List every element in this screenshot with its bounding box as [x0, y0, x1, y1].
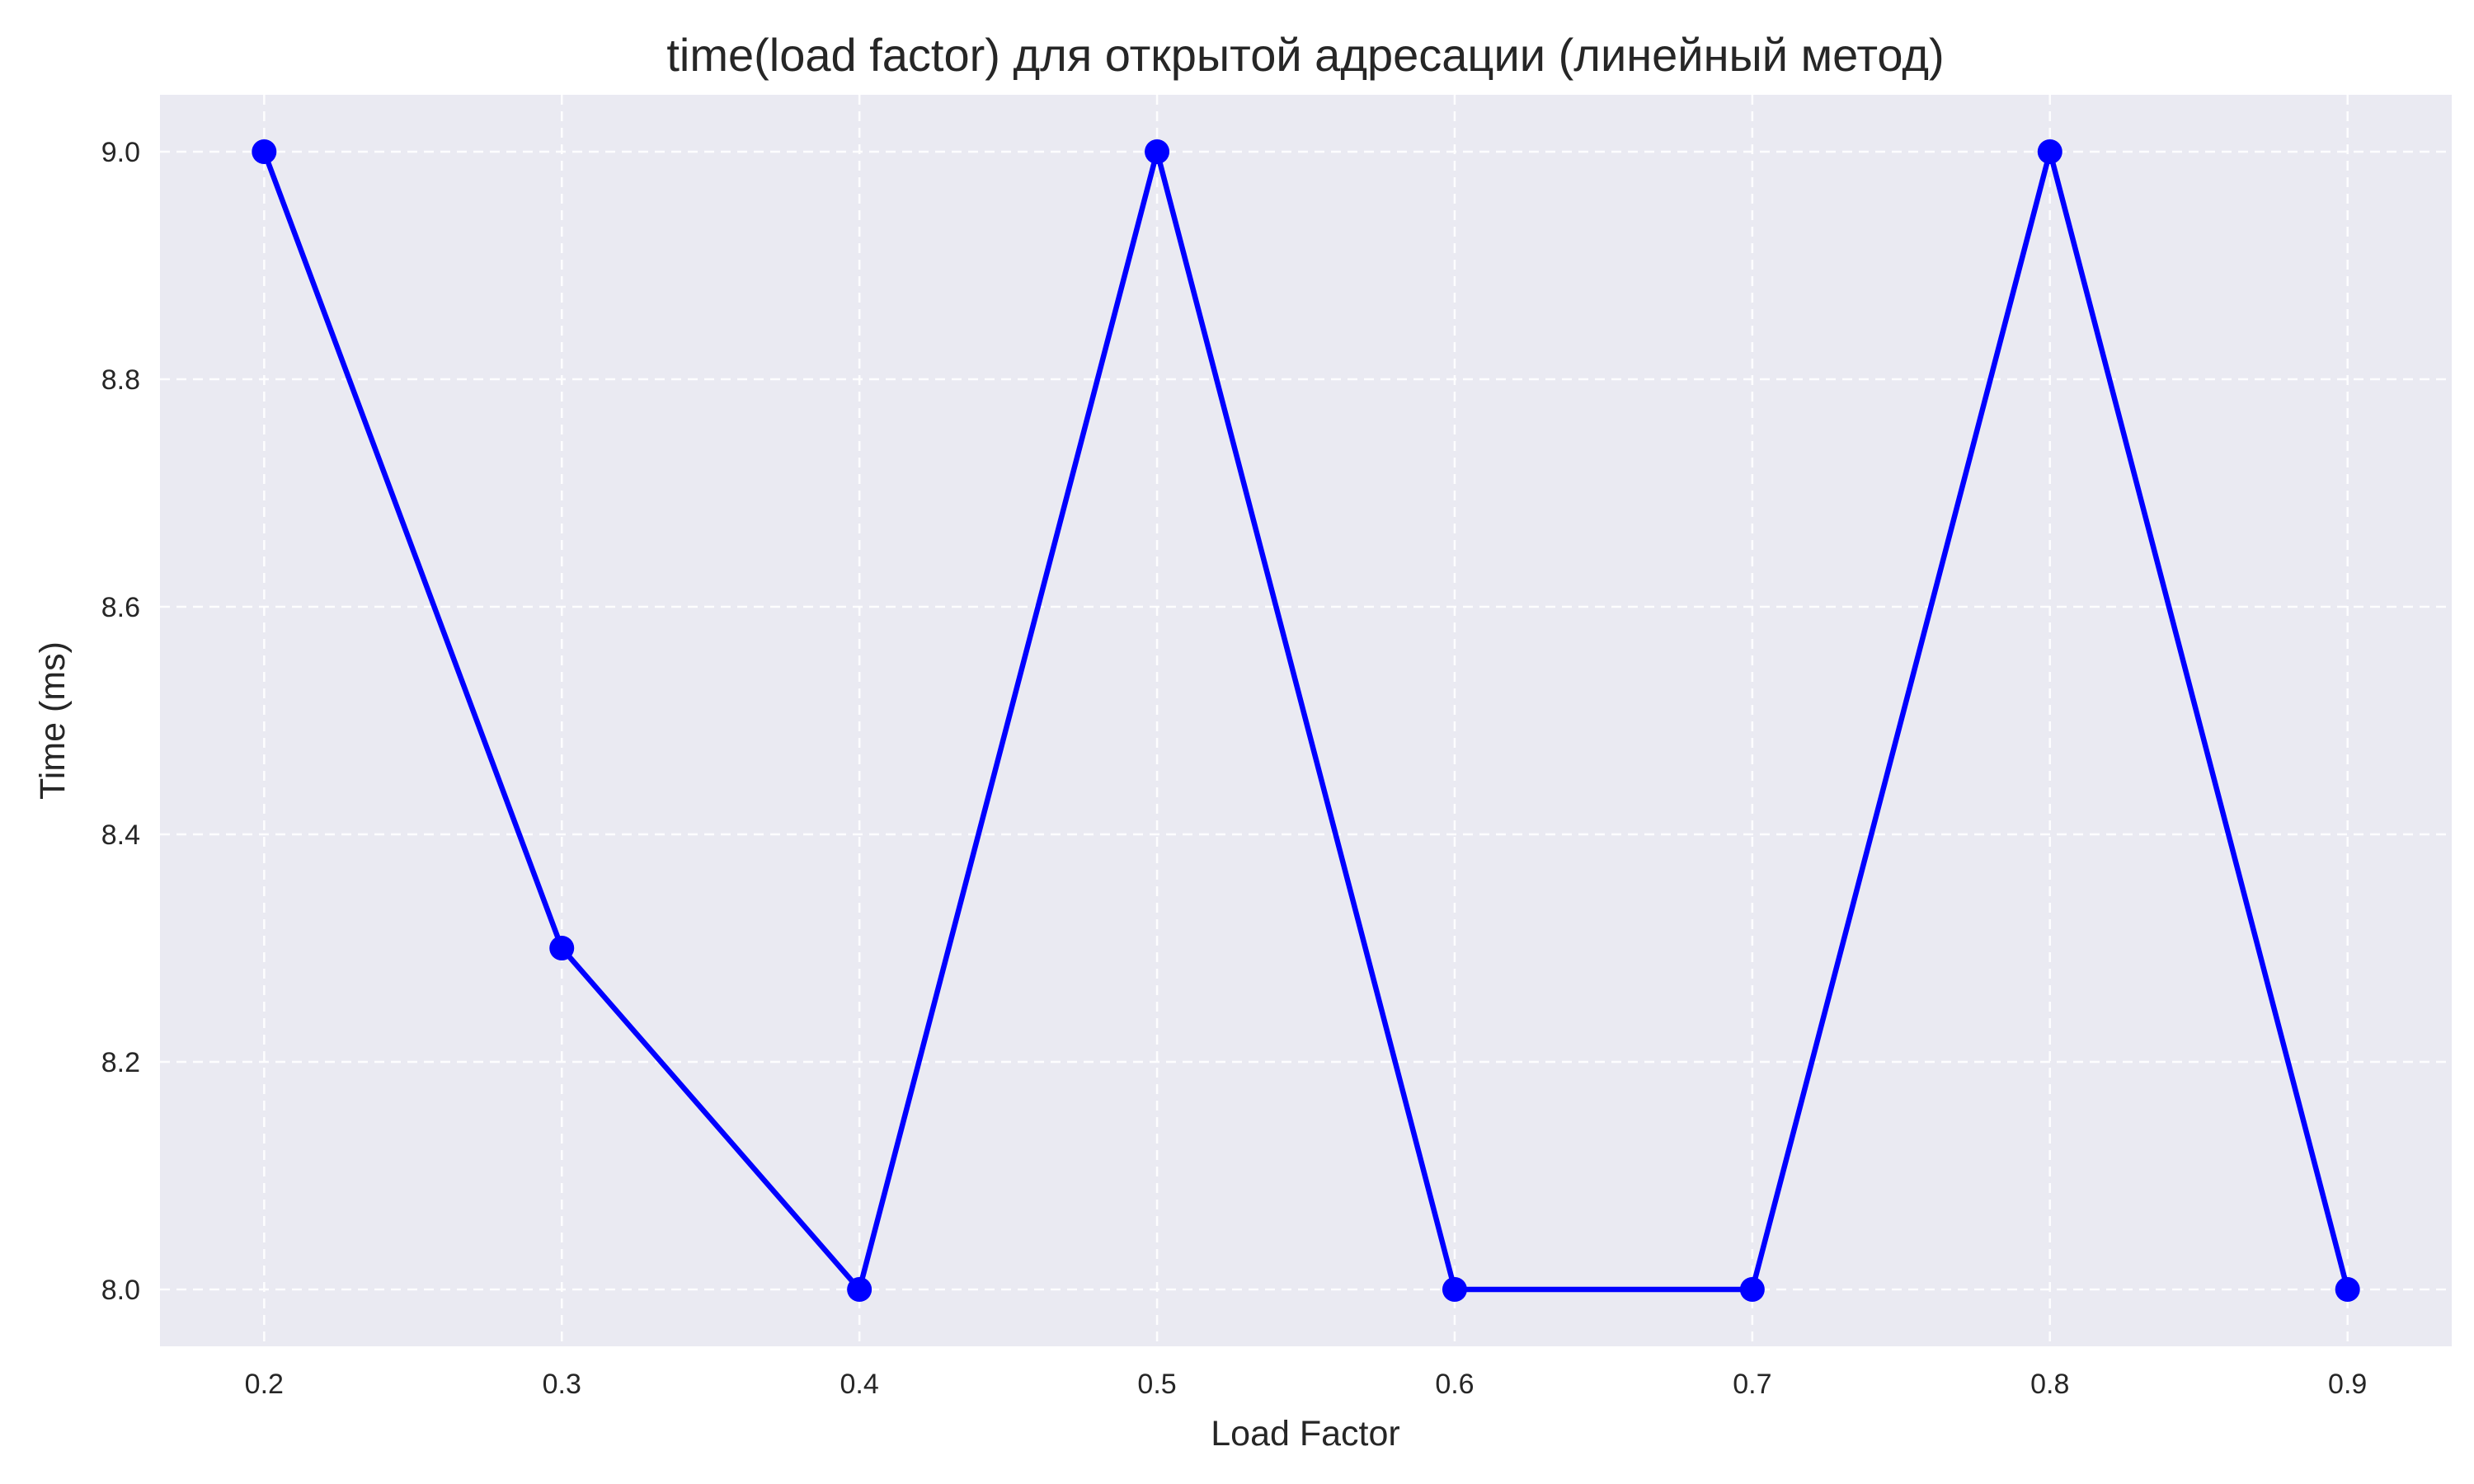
- data-point: [2335, 1277, 2360, 1302]
- x-tick-label: 0.7: [1733, 1369, 1771, 1400]
- y-tick-label: 8.2: [101, 1047, 140, 1078]
- data-point: [847, 1277, 872, 1302]
- series-line: [261, 141, 2350, 1295]
- y-tick-label: 8.8: [101, 364, 140, 396]
- y-tick-label: 8.4: [101, 819, 140, 851]
- y-tick-label: 9.0: [101, 137, 140, 168]
- data-point: [1145, 139, 1170, 164]
- x-axis-label: Load Factor: [1211, 1414, 1399, 1453]
- data-point: [1739, 1277, 1765, 1302]
- y-axis-label: Time (ms): [33, 641, 73, 800]
- data-point: [1442, 1277, 1467, 1302]
- x-tick-label: 0.9: [2328, 1369, 2367, 1400]
- grid: [160, 95, 2452, 1346]
- x-tick-label: 0.6: [1435, 1369, 1474, 1400]
- data-point: [2037, 139, 2062, 164]
- data-point: [549, 936, 575, 960]
- x-tick-label: 0.3: [543, 1369, 581, 1400]
- x-tick-label: 0.5: [1137, 1369, 1176, 1400]
- x-tick-label: 0.2: [245, 1369, 284, 1400]
- tick-labels: 0.2 0.3 0.4 0.5 0.6 0.7 0.8 0.9 8.0 8.2 8.4 8.6 8.8 9…: [101, 137, 2368, 1400]
- y-tick-label: 8.0: [101, 1275, 140, 1306]
- chart-title: time(load factor) для открытой адресации…: [666, 29, 1944, 81]
- x-tick-label: 0.8: [2030, 1369, 2069, 1400]
- data-point: [252, 139, 277, 164]
- series-layer: [252, 139, 2360, 1302]
- y-tick-label: 8.6: [101, 592, 140, 623]
- x-tick-label: 0.4: [840, 1369, 879, 1400]
